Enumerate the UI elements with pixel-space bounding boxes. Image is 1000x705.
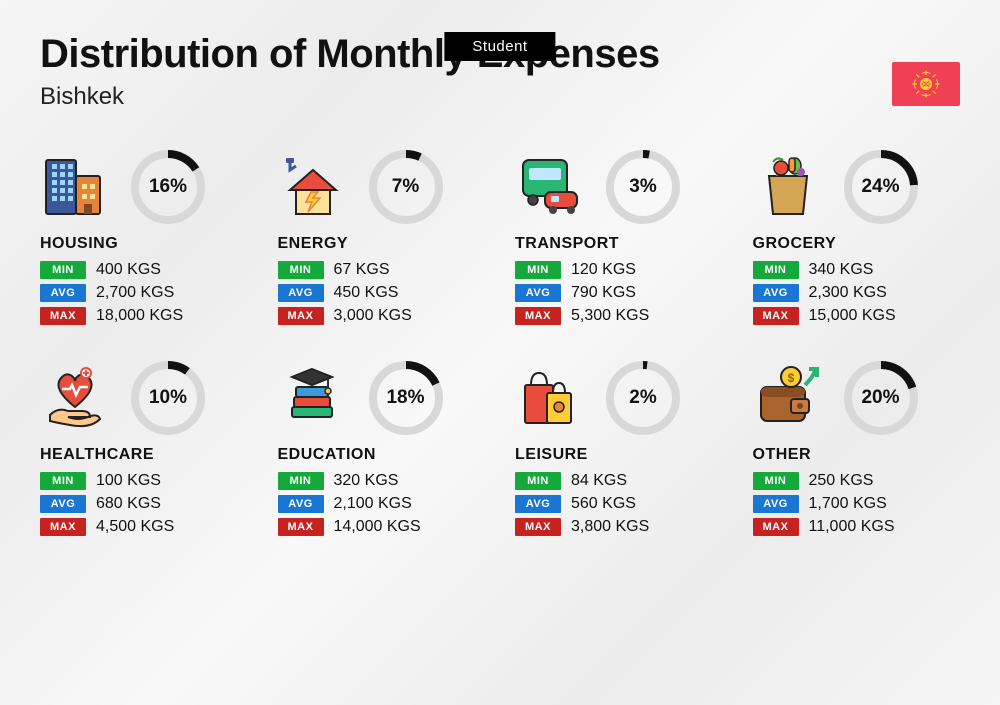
percent-label: 2% xyxy=(605,360,681,436)
heart-hand-icon xyxy=(40,363,110,433)
percent-label: 18% xyxy=(368,360,444,436)
max-tag: MAX xyxy=(278,518,324,536)
min-value: 84 KGS xyxy=(571,472,627,490)
category-card-transport: 3% TRANSPORT MIN 120 KGS AVG 790 KGS MAX… xyxy=(515,149,723,330)
avg-tag: AVG xyxy=(278,495,324,513)
category-card-education: 18% EDUCATION MIN 320 KGS AVG 2,100 KGS … xyxy=(278,360,486,541)
max-value: 18,000 KGS xyxy=(96,307,183,325)
min-value: 400 KGS xyxy=(96,261,161,279)
min-value: 100 KGS xyxy=(96,472,161,490)
percent-label: 24% xyxy=(843,149,919,225)
category-name: HOUSING xyxy=(40,235,248,253)
percent-ring: 3% xyxy=(605,149,681,225)
avg-value: 2,300 KGS xyxy=(809,284,887,302)
max-value: 15,000 KGS xyxy=(809,307,896,325)
avg-value: 790 KGS xyxy=(571,284,636,302)
min-value: 320 KGS xyxy=(334,472,399,490)
max-value: 11,000 KGS xyxy=(809,518,895,536)
max-tag: MAX xyxy=(278,307,324,325)
percent-label: 16% xyxy=(130,149,206,225)
avg-value: 2,100 KGS xyxy=(334,495,412,513)
category-name: EDUCATION xyxy=(278,446,486,464)
buildings-icon xyxy=(40,152,110,222)
grocery-bag-icon xyxy=(753,152,823,222)
flag-sun-icon xyxy=(911,69,941,99)
percent-label: 10% xyxy=(130,360,206,436)
bus-car-icon xyxy=(515,152,585,222)
page-subtitle: Bishkek xyxy=(40,83,960,111)
avg-value: 450 KGS xyxy=(334,284,399,302)
grad-books-icon xyxy=(278,363,348,433)
shopping-bags-icon xyxy=(515,363,585,433)
max-tag: MAX xyxy=(40,307,86,325)
max-value: 3,800 KGS xyxy=(571,518,649,536)
category-name: OTHER xyxy=(753,446,961,464)
avg-tag: AVG xyxy=(40,284,86,302)
country-flag xyxy=(892,62,960,106)
min-value: 120 KGS xyxy=(571,261,636,279)
percent-ring: 18% xyxy=(368,360,444,436)
category-card-leisure: 2% LEISURE MIN 84 KGS AVG 560 KGS MAX 3,… xyxy=(515,360,723,541)
category-name: TRANSPORT xyxy=(515,235,723,253)
min-value: 250 KGS xyxy=(809,472,874,490)
min-value: 340 KGS xyxy=(809,261,874,279)
category-name: GROCERY xyxy=(753,235,961,253)
percent-label: 3% xyxy=(605,149,681,225)
percent-ring: 10% xyxy=(130,360,206,436)
min-value: 67 KGS xyxy=(334,261,390,279)
max-tag: MAX xyxy=(515,518,561,536)
avg-value: 680 KGS xyxy=(96,495,161,513)
percent-ring: 2% xyxy=(605,360,681,436)
min-tag: MIN xyxy=(515,472,561,490)
min-tag: MIN xyxy=(753,472,799,490)
min-tag: MIN xyxy=(278,261,324,279)
avg-value: 2,700 KGS xyxy=(96,284,174,302)
svg-text:$: $ xyxy=(787,371,794,385)
percent-ring: 20% xyxy=(843,360,919,436)
min-tag: MIN xyxy=(515,261,561,279)
max-tag: MAX xyxy=(753,307,799,325)
max-tag: MAX xyxy=(753,518,799,536)
max-value: 4,500 KGS xyxy=(96,518,174,536)
avg-tag: AVG xyxy=(278,284,324,302)
category-name: HEALTHCARE xyxy=(40,446,248,464)
category-card-other: $ 20% OTHER MIN 250 KGS AVG 1,700 KGS MA… xyxy=(753,360,961,541)
category-name: ENERGY xyxy=(278,235,486,253)
min-tag: MIN xyxy=(40,261,86,279)
percent-label: 7% xyxy=(368,149,444,225)
percent-ring: 7% xyxy=(368,149,444,225)
min-tag: MIN xyxy=(278,472,324,490)
percent-ring: 16% xyxy=(130,149,206,225)
percent-ring: 24% xyxy=(843,149,919,225)
avg-tag: AVG xyxy=(40,495,86,513)
category-card-grocery: 24% GROCERY MIN 340 KGS AVG 2,300 KGS MA… xyxy=(753,149,961,330)
category-name: LEISURE xyxy=(515,446,723,464)
category-card-healthcare: 10% HEALTHCARE MIN 100 KGS AVG 680 KGS M… xyxy=(40,360,248,541)
max-value: 14,000 KGS xyxy=(334,518,421,536)
avg-value: 1,700 KGS xyxy=(809,495,887,513)
max-value: 5,300 KGS xyxy=(571,307,649,325)
avg-tag: AVG xyxy=(753,284,799,302)
avg-tag: AVG xyxy=(515,495,561,513)
student-badge: Student xyxy=(444,32,555,61)
avg-tag: AVG xyxy=(515,284,561,302)
avg-tag: AVG xyxy=(753,495,799,513)
min-tag: MIN xyxy=(753,261,799,279)
percent-label: 20% xyxy=(843,360,919,436)
categories-grid: 16% HOUSING MIN 400 KGS AVG 2,700 KGS MA… xyxy=(40,149,960,541)
max-tag: MAX xyxy=(40,518,86,536)
min-tag: MIN xyxy=(40,472,86,490)
category-card-housing: 16% HOUSING MIN 400 KGS AVG 2,700 KGS MA… xyxy=(40,149,248,330)
category-card-energy: 7% ENERGY MIN 67 KGS AVG 450 KGS MAX 3,0… xyxy=(278,149,486,330)
max-value: 3,000 KGS xyxy=(334,307,412,325)
avg-value: 560 KGS xyxy=(571,495,636,513)
wallet-arrow-icon: $ xyxy=(753,363,823,433)
max-tag: MAX xyxy=(515,307,561,325)
energy-house-icon xyxy=(278,152,348,222)
